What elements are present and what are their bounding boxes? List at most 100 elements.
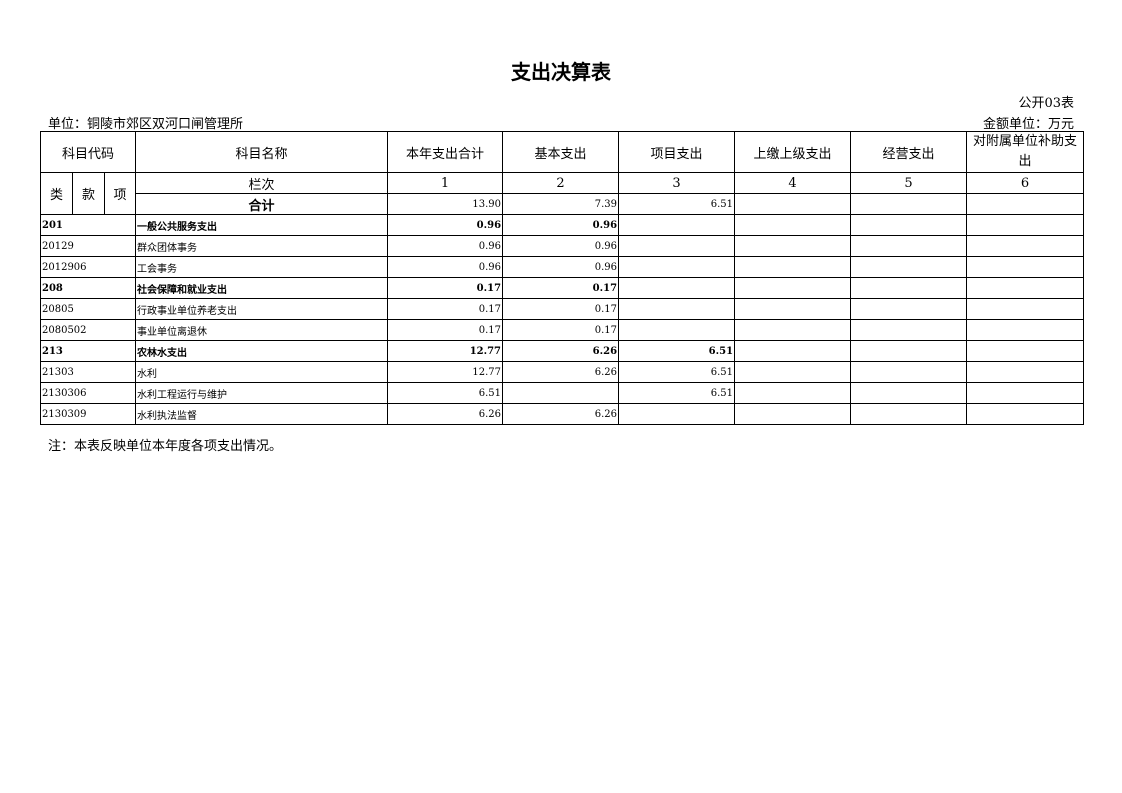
subject-name: 行政事业单位养老支出 xyxy=(135,298,389,320)
header-col: 项目支出 xyxy=(618,131,736,173)
amount-cell xyxy=(618,298,736,320)
subject-code: 201 xyxy=(39,214,137,236)
total-value xyxy=(966,193,1085,215)
header-lei: 类 xyxy=(40,172,73,215)
form-number: 公开03表 xyxy=(1018,96,1074,111)
amount-cell xyxy=(502,382,620,404)
amount-cell xyxy=(850,361,968,383)
amount-cell: 0.17 xyxy=(502,319,620,341)
amount-cell: 6.51 xyxy=(387,382,504,404)
header-name: 科目名称 xyxy=(135,131,389,173)
col-number: 6 xyxy=(966,172,1085,194)
amount-cell xyxy=(966,361,1085,383)
amount-cell xyxy=(734,382,852,404)
amount-cell: 0.17 xyxy=(387,319,504,341)
money-unit: 金额单位：万元 xyxy=(982,117,1074,132)
total-value: 13.90 xyxy=(387,193,504,215)
subject-name: 一般公共服务支出 xyxy=(135,214,389,236)
amount-cell xyxy=(850,256,968,278)
amount-cell xyxy=(966,235,1085,257)
table-row: 2012906 工会事务 0.96 0.96 xyxy=(39,256,1085,278)
amount-cell: 6.51 xyxy=(618,382,736,404)
amount-cell xyxy=(850,298,968,320)
amount-cell: 0.96 xyxy=(387,256,504,278)
amount-cell: 12.77 xyxy=(387,340,504,362)
subject-code: 2130309 xyxy=(39,403,137,425)
amount-cell xyxy=(734,277,852,299)
subject-name: 水利执法监督 xyxy=(135,403,389,425)
header-col: 经营支出 xyxy=(850,131,968,173)
amount-cell xyxy=(618,214,736,236)
amount-cell xyxy=(966,277,1085,299)
amount-cell: 0.17 xyxy=(387,298,504,320)
amount-cell xyxy=(618,277,736,299)
amount-cell xyxy=(850,403,968,425)
amount-cell xyxy=(734,256,852,278)
amount-cell xyxy=(850,277,968,299)
table-row: 20805 行政事业单位养老支出 0.17 0.17 xyxy=(39,298,1085,320)
total-label: 合计 xyxy=(135,193,389,215)
amount-cell xyxy=(734,319,852,341)
subject-name: 农林水支出 xyxy=(135,340,389,362)
amount-cell xyxy=(734,361,852,383)
amount-cell: 0.17 xyxy=(387,277,504,299)
amount-cell xyxy=(850,214,968,236)
col-number: 2 xyxy=(502,172,620,194)
amount-cell: 0.96 xyxy=(502,256,620,278)
subject-code: 2012906 xyxy=(39,256,137,278)
subject-name: 工会事务 xyxy=(135,256,389,278)
amount-cell xyxy=(966,340,1085,362)
col-number: 1 xyxy=(387,172,504,194)
amount-cell xyxy=(734,235,852,257)
header-col: 本年支出合计 xyxy=(387,131,504,173)
subject-code: 21303 xyxy=(39,361,137,383)
amount-cell xyxy=(618,403,736,425)
amount-cell: 6.51 xyxy=(618,340,736,362)
col-number: 5 xyxy=(850,172,968,194)
column-number-row: 类 款 项 栏次 1 2 3 4 5 6 xyxy=(40,172,1085,215)
total-value xyxy=(850,193,968,215)
col-number: 4 xyxy=(734,172,852,194)
amount-cell: 0.96 xyxy=(502,235,620,257)
amount-cell xyxy=(734,403,852,425)
amount-cell: 6.26 xyxy=(502,403,620,425)
amount-cell: 6.26 xyxy=(502,361,620,383)
subject-code: 208 xyxy=(39,277,137,299)
total-value xyxy=(734,193,852,215)
amount-cell xyxy=(966,256,1085,278)
table-row: 2130306 水利工程运行与维护 6.51 6.51 xyxy=(39,382,1085,404)
amount-cell: 0.96 xyxy=(387,235,504,257)
amount-cell xyxy=(618,235,736,257)
total-value: 7.39 xyxy=(502,193,620,215)
amount-cell: 12.77 xyxy=(387,361,504,383)
total-value: 6.51 xyxy=(618,193,736,215)
table-row: 201 一般公共服务支出 0.96 0.96 xyxy=(39,214,1085,236)
amount-cell xyxy=(618,256,736,278)
unit-name: 单位：铜陵市郊区双河口闸管理所 xyxy=(48,117,244,132)
table-row: 21303 水利 12.77 6.26 6.51 xyxy=(39,361,1085,383)
amount-cell xyxy=(618,319,736,341)
header-col: 上缴上级支出 xyxy=(734,131,852,173)
subject-code: 2080502 xyxy=(39,319,137,341)
amount-cell xyxy=(850,319,968,341)
amount-cell xyxy=(966,319,1085,341)
amount-cell xyxy=(850,340,968,362)
amount-cell: 0.17 xyxy=(502,298,620,320)
amount-cell xyxy=(966,214,1085,236)
amount-cell xyxy=(734,214,852,236)
subject-name: 群众团体事务 xyxy=(135,235,389,257)
total-row: 合计 13.90 7.39 6.51 xyxy=(41,193,1085,215)
table-row: 213 农林水支出 12.77 6.26 6.51 xyxy=(39,340,1085,362)
header-col: 基本支出 xyxy=(502,131,620,173)
page-title: 支出决算表 xyxy=(511,60,611,84)
table-note: 注：本表反映单位本年度各项支出情况。 xyxy=(48,439,283,454)
subject-code: 2130306 xyxy=(39,382,137,404)
amount-cell xyxy=(734,340,852,362)
header-kuan: 款 xyxy=(72,172,105,215)
subject-code: 20129 xyxy=(39,235,137,257)
header-col: 对附属单位补助支出 xyxy=(966,131,1085,173)
subject-code: 213 xyxy=(39,340,137,362)
amount-cell xyxy=(850,235,968,257)
amount-cell: 0.96 xyxy=(502,214,620,236)
subject-name: 事业单位离退休 xyxy=(135,319,389,341)
